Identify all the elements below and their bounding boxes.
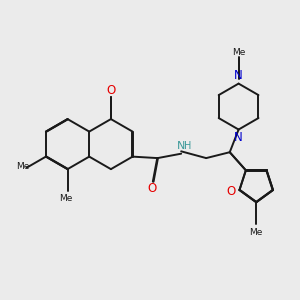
Text: Me: Me: [59, 194, 73, 203]
Text: Me: Me: [250, 228, 263, 237]
Text: N: N: [234, 69, 243, 82]
Text: H: H: [184, 141, 191, 151]
Text: O: O: [226, 185, 235, 198]
Text: Me: Me: [232, 48, 245, 57]
Text: N: N: [176, 141, 185, 151]
Text: Me: Me: [16, 162, 30, 171]
Text: O: O: [147, 182, 156, 195]
Text: N: N: [234, 131, 243, 144]
Text: O: O: [106, 84, 116, 97]
